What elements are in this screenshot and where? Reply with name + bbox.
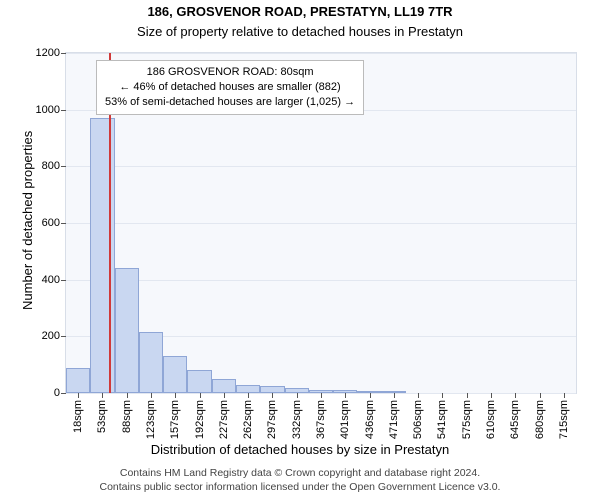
x-tick-mark bbox=[467, 393, 468, 398]
y-tick-mark bbox=[61, 280, 66, 281]
x-tick-mark bbox=[127, 393, 128, 398]
x-tick-label: 680sqm bbox=[534, 400, 546, 439]
chart-container: { "title": { "main": "186, GROSVENOR ROA… bbox=[0, 0, 600, 500]
gridline bbox=[66, 280, 576, 281]
histogram-bar bbox=[187, 370, 211, 393]
x-axis-label: Distribution of detached houses by size … bbox=[0, 442, 600, 457]
x-tick-label: 506sqm bbox=[412, 400, 424, 439]
y-tick-label: 1000 bbox=[36, 104, 60, 116]
x-tick-label: 541sqm bbox=[436, 400, 448, 439]
y-tick-label: 0 bbox=[54, 387, 60, 399]
y-tick-mark bbox=[61, 336, 66, 337]
histogram-bar bbox=[139, 332, 163, 393]
gridline bbox=[66, 53, 576, 54]
annotation-line: ← 46% of detached houses are smaller (88… bbox=[105, 80, 355, 95]
y-tick-mark bbox=[61, 53, 66, 54]
x-tick-mark bbox=[442, 393, 443, 398]
x-tick-mark bbox=[345, 393, 346, 398]
x-tick-label: 53sqm bbox=[96, 400, 108, 433]
y-tick-label: 1200 bbox=[36, 47, 60, 59]
x-tick-label: 262sqm bbox=[242, 400, 254, 439]
x-tick-label: 227sqm bbox=[218, 400, 230, 439]
x-tick-label: 715sqm bbox=[558, 400, 570, 439]
x-tick-mark bbox=[78, 393, 79, 398]
y-tick-label: 200 bbox=[42, 330, 60, 342]
histogram-bar bbox=[212, 379, 236, 393]
x-tick-mark bbox=[200, 393, 201, 398]
y-tick-mark bbox=[61, 223, 66, 224]
x-tick-mark bbox=[515, 393, 516, 398]
x-tick-label: 471sqm bbox=[388, 400, 400, 439]
x-tick-mark bbox=[175, 393, 176, 398]
x-tick-mark bbox=[370, 393, 371, 398]
x-tick-mark bbox=[418, 393, 419, 398]
x-tick-label: 367sqm bbox=[315, 400, 327, 439]
y-tick-mark bbox=[61, 166, 66, 167]
x-tick-label: 18sqm bbox=[72, 400, 84, 433]
gridline bbox=[66, 166, 576, 167]
chart-subtitle: Size of property relative to detached ho… bbox=[0, 24, 600, 39]
y-tick-mark bbox=[61, 393, 66, 394]
x-tick-label: 645sqm bbox=[509, 400, 521, 439]
histogram-bar bbox=[163, 356, 187, 393]
x-tick-mark bbox=[491, 393, 492, 398]
x-tick-mark bbox=[564, 393, 565, 398]
footer-line: Contains public sector information licen… bbox=[0, 480, 600, 494]
chart-title: 186, GROSVENOR ROAD, PRESTATYN, LL19 7TR bbox=[0, 4, 600, 19]
x-tick-mark bbox=[321, 393, 322, 398]
footer-line: Contains HM Land Registry data © Crown c… bbox=[0, 466, 600, 480]
y-tick-label: 800 bbox=[42, 160, 60, 172]
attribution-footer: Contains HM Land Registry data © Crown c… bbox=[0, 466, 600, 494]
x-tick-label: 123sqm bbox=[145, 400, 157, 439]
y-tick-label: 400 bbox=[42, 274, 60, 286]
x-tick-label: 575sqm bbox=[461, 400, 473, 439]
annotation-line: 186 GROSVENOR ROAD: 80sqm bbox=[105, 65, 355, 80]
histogram-bar bbox=[236, 385, 260, 394]
x-tick-mark bbox=[151, 393, 152, 398]
x-tick-mark bbox=[297, 393, 298, 398]
x-tick-label: 401sqm bbox=[339, 400, 351, 439]
x-tick-label: 88sqm bbox=[121, 400, 133, 433]
x-tick-label: 157sqm bbox=[169, 400, 181, 439]
x-tick-label: 192sqm bbox=[194, 400, 206, 439]
annotation-line: 53% of semi-detached houses are larger (… bbox=[105, 95, 355, 110]
x-tick-label: 436sqm bbox=[364, 400, 376, 439]
gridline bbox=[66, 223, 576, 224]
x-tick-mark bbox=[394, 393, 395, 398]
y-tick-mark bbox=[61, 110, 66, 111]
x-tick-mark bbox=[102, 393, 103, 398]
x-tick-label: 332sqm bbox=[291, 400, 303, 439]
y-axis-label: Number of detached properties bbox=[20, 131, 35, 310]
x-tick-mark bbox=[540, 393, 541, 398]
y-tick-label: 600 bbox=[42, 217, 60, 229]
histogram-bar bbox=[66, 368, 90, 394]
histogram-bar bbox=[260, 386, 284, 393]
x-tick-mark bbox=[248, 393, 249, 398]
x-tick-mark bbox=[224, 393, 225, 398]
x-tick-label: 610sqm bbox=[485, 400, 497, 439]
annotation-box: 186 GROSVENOR ROAD: 80sqm ← 46% of detac… bbox=[96, 60, 364, 115]
histogram-bar bbox=[115, 268, 139, 393]
x-tick-label: 297sqm bbox=[266, 400, 278, 439]
x-tick-mark bbox=[272, 393, 273, 398]
